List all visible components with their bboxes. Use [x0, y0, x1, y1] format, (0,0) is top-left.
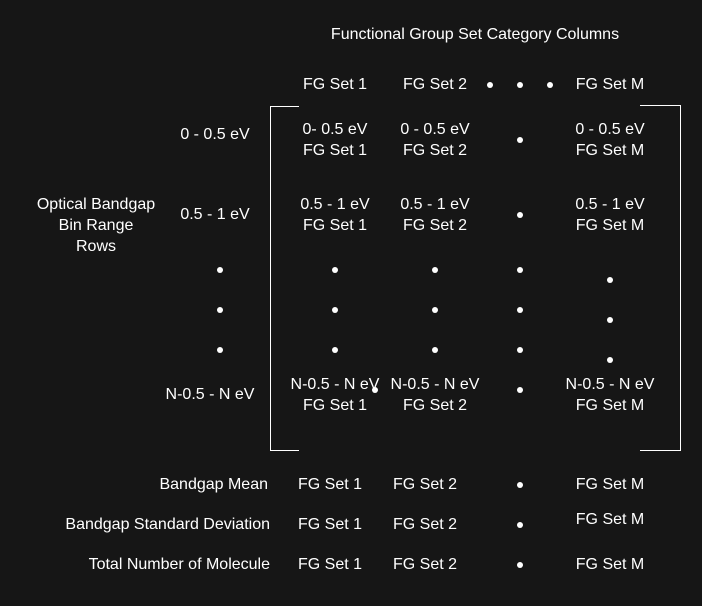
cell-set: FG Set M	[575, 217, 645, 234]
cell-range: 0.5 - 1 eV	[575, 196, 645, 213]
column-ellipsis-dot	[487, 82, 493, 88]
matrix-right-bracket	[640, 105, 681, 451]
cell-range: 0- 0.5 eV	[302, 121, 368, 138]
row-axis-label-line: Bin Range	[58, 217, 134, 234]
cell-set: FG Set 2	[402, 397, 468, 414]
row-axis-label: Optical Bandgap Bin Range Rows	[37, 194, 155, 257]
cell-range: N-0.5 - N eV	[290, 376, 380, 393]
cell-set: FG Set M	[575, 142, 645, 159]
summary-label-bandgap-std: Bandgap Standard Deviation	[65, 516, 270, 533]
column-header-fg-set-1: FG Set 1	[302, 76, 368, 93]
matrix-cell: 0 - 0.5 eV FG Set 2	[400, 119, 469, 161]
summary-ellipsis-dot	[517, 562, 523, 568]
cell-range: N-0.5 - N eV	[565, 376, 655, 393]
cell-set: FG Set 1	[302, 397, 368, 414]
row-label-0.5-1: 0.5 - 1 eV	[180, 206, 250, 223]
vertical-ellipsis-dot	[607, 317, 613, 323]
row-label-0-0.5: 0 - 0.5 eV	[180, 126, 250, 143]
cell-range: N-0.5 - N eV	[390, 376, 480, 393]
matrix-left-bracket	[270, 106, 299, 451]
summary-cell: FG Set 2	[392, 516, 458, 533]
summary-cell: FG Set 2	[392, 476, 458, 493]
vertical-ellipsis-dot	[517, 267, 523, 273]
row-axis-label-line: Optical Bandgap	[36, 196, 156, 213]
vertical-ellipsis-dot	[432, 347, 438, 353]
row-axis-label-line: Rows	[75, 238, 116, 255]
cell-range: 0.5 - 1 eV	[300, 196, 370, 213]
vertical-ellipsis-dot	[432, 267, 438, 273]
summary-cell: FG Set 1	[297, 516, 363, 533]
row-ellipsis-dot	[517, 387, 523, 393]
row-ellipsis-dot	[372, 387, 378, 393]
matrix-cell: 0 - 0.5 eV FG Set M	[575, 119, 644, 161]
cell-set: FG Set 2	[402, 142, 468, 159]
cell-range: 0 - 0.5 eV	[400, 121, 470, 138]
summary-cell: FG Set 2	[392, 556, 458, 573]
row-label-n: N-0.5 - N eV	[165, 386, 255, 403]
row-ellipsis-dot	[517, 212, 523, 218]
row-ellipsis-dot	[517, 137, 523, 143]
cell-range: 0.5 - 1 eV	[400, 196, 470, 213]
column-ellipsis-dot	[547, 82, 553, 88]
matrix-cell: N-0.5 - N eV FG Set M	[566, 374, 655, 416]
vertical-ellipsis-dot	[517, 307, 523, 313]
diagram-title: Functional Group Set Category Columns	[330, 26, 620, 43]
summary-label-total-molecule: Total Number of Molecule	[88, 556, 270, 573]
summary-cell: FG Set M	[575, 556, 645, 573]
matrix-cell: N-0.5 - N eV FG Set 1	[291, 374, 380, 416]
matrix-cell: 0.5 - 1 eV FG Set M	[575, 194, 644, 236]
cell-set: FG Set 2	[402, 217, 468, 234]
cell-range: 0 - 0.5 eV	[575, 121, 645, 138]
vertical-ellipsis-dot	[332, 307, 338, 313]
matrix-cell: 0- 0.5 eV FG Set 1	[303, 119, 368, 161]
cell-set: FG Set M	[575, 397, 645, 414]
vertical-ellipsis-dot	[217, 347, 223, 353]
vertical-ellipsis-dot	[607, 277, 613, 283]
vertical-ellipsis-dot	[517, 347, 523, 353]
matrix-cell: 0.5 - 1 eV FG Set 1	[300, 194, 369, 236]
summary-ellipsis-dot	[517, 522, 523, 528]
cell-set: FG Set 1	[302, 217, 368, 234]
summary-label-bandgap-mean: Bandgap Mean	[159, 476, 268, 493]
vertical-ellipsis-dot	[607, 357, 613, 363]
summary-cell: FG Set 1	[297, 556, 363, 573]
summary-cell: FG Set M	[575, 476, 645, 493]
summary-cell: FG Set M	[575, 511, 645, 528]
vertical-ellipsis-dot	[432, 307, 438, 313]
vertical-ellipsis-dot	[217, 267, 223, 273]
vertical-ellipsis-dot	[332, 267, 338, 273]
matrix-cell: 0.5 - 1 eV FG Set 2	[400, 194, 469, 236]
vertical-ellipsis-dot	[332, 347, 338, 353]
column-header-fg-set-2: FG Set 2	[402, 76, 468, 93]
column-ellipsis-dot	[517, 82, 523, 88]
summary-cell: FG Set 1	[297, 476, 363, 493]
summary-ellipsis-dot	[517, 482, 523, 488]
matrix-cell: N-0.5 - N eV FG Set 2	[391, 374, 480, 416]
column-header-fg-set-m: FG Set M	[575, 76, 645, 93]
vertical-ellipsis-dot	[217, 307, 223, 313]
cell-set: FG Set 1	[302, 142, 368, 159]
